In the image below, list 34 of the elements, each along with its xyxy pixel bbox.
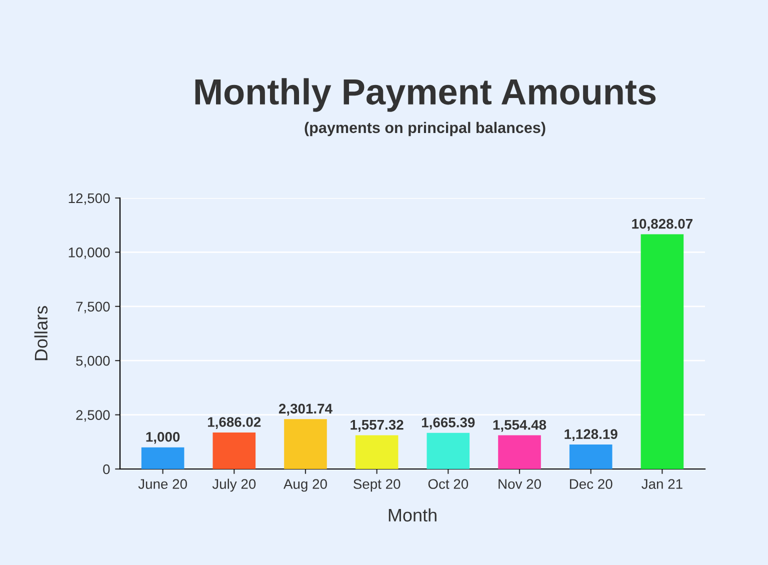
bar: [212, 432, 256, 469]
bar: [498, 435, 541, 469]
x-tick-label: Aug 20: [284, 479, 327, 492]
data-label: 10,828.07: [632, 218, 692, 231]
chart-subtitle: (payments on principal balances): [304, 122, 546, 136]
chart-title: Monthly Payment Amounts: [195, 78, 656, 112]
y-tick-label: 12,500: [68, 193, 110, 205]
x-tick-label: Nov 20: [498, 479, 541, 489]
data-label: 2,301.74: [278, 404, 332, 416]
bar: [640, 234, 684, 469]
bar: [355, 435, 398, 469]
x-tick-label: June 20: [138, 479, 187, 489]
bar: [284, 419, 327, 469]
data-label: 1,000: [146, 432, 180, 444]
y-axis-title: Dollars: [34, 306, 48, 360]
bar: [141, 447, 184, 469]
x-tick-label: July 20: [212, 478, 256, 492]
data-label: 1,554.48: [493, 420, 546, 432]
x-tick-label: Sept 20: [354, 479, 400, 492]
x-tick-label: Jan 21: [642, 479, 682, 489]
bar: [426, 432, 470, 469]
x-tick-label: Dec 20: [570, 479, 612, 489]
y-tick-label: 0: [103, 464, 110, 474]
x-axis-title: Month: [388, 508, 436, 522]
x-tick-label: Oct 20: [428, 479, 468, 489]
y-tick-label: 2,500: [76, 410, 110, 422]
data-label: 1,128.19: [564, 429, 618, 442]
y-tick-label: 5,000: [76, 356, 110, 368]
data-label: 1,557.32: [350, 420, 404, 432]
y-tick-label: 7,500: [76, 302, 110, 314]
data-label: 1,686.02: [208, 417, 261, 429]
bar: [569, 444, 612, 469]
y-tick-label: 10,000: [68, 248, 110, 260]
data-label: 1,665.39: [422, 418, 475, 430]
